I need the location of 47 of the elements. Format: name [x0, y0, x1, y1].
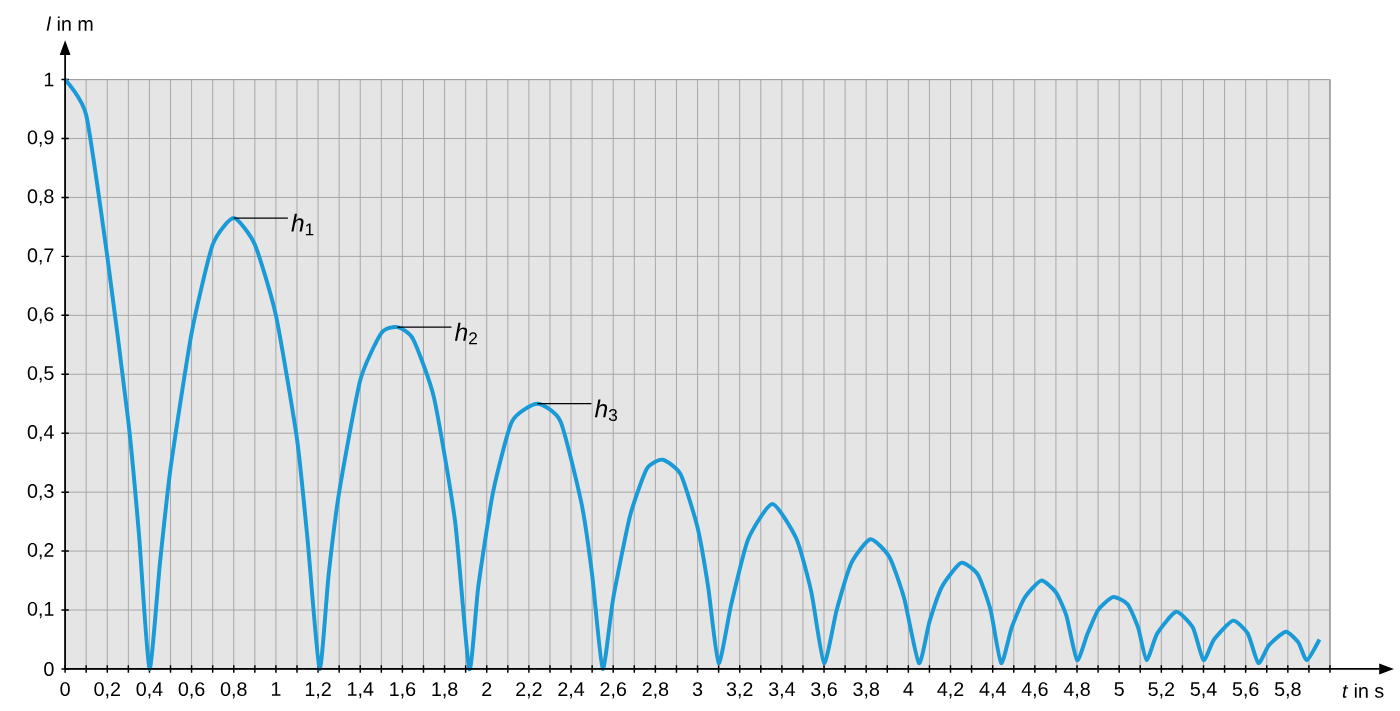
x-tick-label: 3,8: [853, 682, 879, 699]
x-tick-label: 1,6: [390, 682, 416, 699]
y-tick-label: 0,2: [27, 542, 54, 560]
x-tick-label: 3,4: [768, 682, 795, 699]
x-tick-label: 3,6: [811, 682, 837, 699]
y-tick-label: 0: [44, 662, 54, 676]
x-tick-label: 5,8: [1274, 682, 1301, 699]
x-tick-label: 2,4: [558, 682, 585, 699]
x-tick-label: 0: [60, 682, 70, 697]
x-tick-label: 3,2: [726, 682, 753, 699]
x-tick-label: 4,8: [1063, 682, 1090, 699]
x-tick-label: 4,6: [1021, 682, 1048, 699]
x-tick-label: 1,8: [432, 682, 458, 699]
x-axis-title: t in s: [1342, 683, 1384, 698]
x-tick-label: 1,4: [348, 682, 374, 699]
y-tick-label: 0,6: [27, 307, 54, 324]
y-axis-title: l in m: [46, 16, 93, 31]
y-tick-label: 0,1: [27, 601, 54, 619]
y-tick-label: 1: [44, 72, 54, 87]
x-tick-label: 5,4: [1190, 682, 1217, 699]
x-tick-label: 0,8: [220, 682, 247, 699]
x-tick-label: 4,4: [979, 682, 1006, 699]
annotation: h$_{3}$: [594, 399, 618, 422]
x-tick-label: 1,2: [305, 682, 331, 699]
x-tick-label: 4,2: [937, 682, 964, 699]
y-tick-label: 0,4: [27, 425, 54, 442]
y-tick-label: 0,5: [27, 366, 54, 383]
annotation: h$_{2}$: [454, 322, 477, 345]
annotation: h$_{1}$: [291, 213, 314, 236]
y-tick-label: 0,8: [27, 189, 54, 206]
x-tick-label: 3: [692, 682, 703, 697]
x-tick-label: 2: [482, 682, 492, 696]
x-tick-label: 5,2: [1148, 682, 1175, 699]
x-tick-label: 2,2: [516, 682, 542, 699]
y-tick-label: 0,7: [27, 248, 54, 265]
x-tick-label: 2,6: [600, 682, 627, 699]
x-tick-label: 5,6: [1232, 682, 1259, 699]
y-tick-label: 0,9: [27, 130, 54, 147]
x-tick-label: 1: [271, 682, 281, 696]
x-tick-label: 0,2: [94, 682, 120, 699]
line-series: [63, 77, 1322, 671]
x-tick-label: 0,4: [136, 682, 163, 699]
y-tick-label: 0,3: [27, 484, 54, 501]
x-tick-label: 4: [903, 682, 914, 696]
x-tick-label: 5: [1114, 682, 1124, 696]
x-tick-label: 2,8: [642, 682, 669, 699]
x-tick-label: 0,6: [178, 682, 205, 699]
